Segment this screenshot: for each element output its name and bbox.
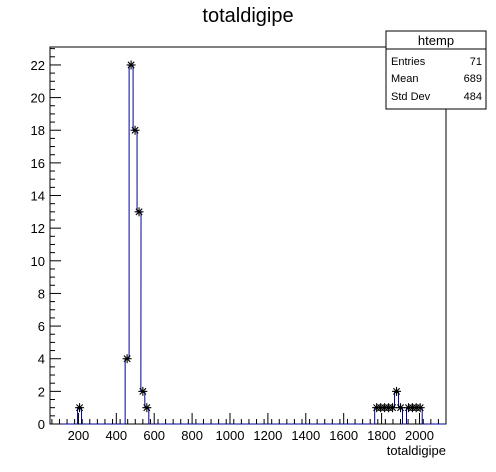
x-tick-label: 2000: [405, 428, 434, 443]
stats-mean-value: 689: [464, 73, 482, 85]
y-tick-label: 4: [38, 352, 45, 367]
y-tick-label: 6: [38, 319, 45, 334]
data-point-marker: [134, 207, 144, 217]
stats-mean-label: Mean: [391, 73, 419, 85]
data-point-marker: [392, 386, 402, 396]
x-axis-label: totaldigipe: [387, 443, 446, 458]
chart-title: totaldigipe: [202, 5, 293, 27]
x-tick-label: 800: [181, 428, 203, 443]
data-point-marker: [122, 354, 132, 364]
x-tick-label: 600: [143, 428, 165, 443]
x-tick-label: 200: [68, 428, 90, 443]
data-point-marker: [388, 403, 398, 413]
stats-stddev-label: Std Dev: [391, 91, 431, 103]
y-tick-label: 16: [31, 156, 45, 171]
stats-stddev-value: 484: [464, 91, 482, 103]
y-tick-label: 12: [31, 221, 45, 236]
stats-box-frame: [385, 30, 487, 110]
stats-box-title: htemp: [418, 33, 454, 48]
y-tick-label: 10: [31, 254, 45, 269]
x-tick-label: 400: [105, 428, 127, 443]
y-tick-label: 2: [38, 384, 45, 399]
data-point-marker: [396, 403, 406, 413]
data-point-marker: [138, 386, 148, 396]
y-axis: 0 2 4 6 8 10 12 14 16 18 20 22: [31, 48, 61, 432]
histogram-outline: [50, 64, 446, 425]
y-tick-label: 8: [38, 286, 45, 301]
data-markers: [75, 60, 425, 413]
y-tick-label: 18: [31, 123, 45, 138]
x-tick-label: 1600: [329, 428, 358, 443]
y-tick-label: 20: [31, 91, 45, 106]
y-tick-label: 22: [31, 58, 45, 73]
data-point-marker: [75, 403, 85, 413]
y-tick-label: 0: [38, 417, 45, 432]
data-point-marker: [126, 60, 136, 70]
stats-entries-label: Entries: [391, 56, 426, 68]
x-tick-label: 1400: [291, 428, 320, 443]
stats-box: htemp Entries 71 Mean 689 Std Dev 484: [385, 30, 487, 110]
x-tick-label: 1000: [216, 428, 245, 443]
data-point-marker: [415, 403, 425, 413]
stats-entries-value: 71: [470, 56, 482, 68]
x-tick-label: 1200: [253, 428, 282, 443]
y-tick-label: 14: [31, 189, 45, 204]
histogram-step-line: [50, 64, 446, 425]
x-axis: 200 400 600 800 1000 1200 1400 1600 1800 2000: [51, 413, 439, 443]
data-point-marker: [130, 125, 140, 135]
x-tick-label: 1800: [367, 428, 396, 443]
data-point-marker: [142, 403, 152, 413]
